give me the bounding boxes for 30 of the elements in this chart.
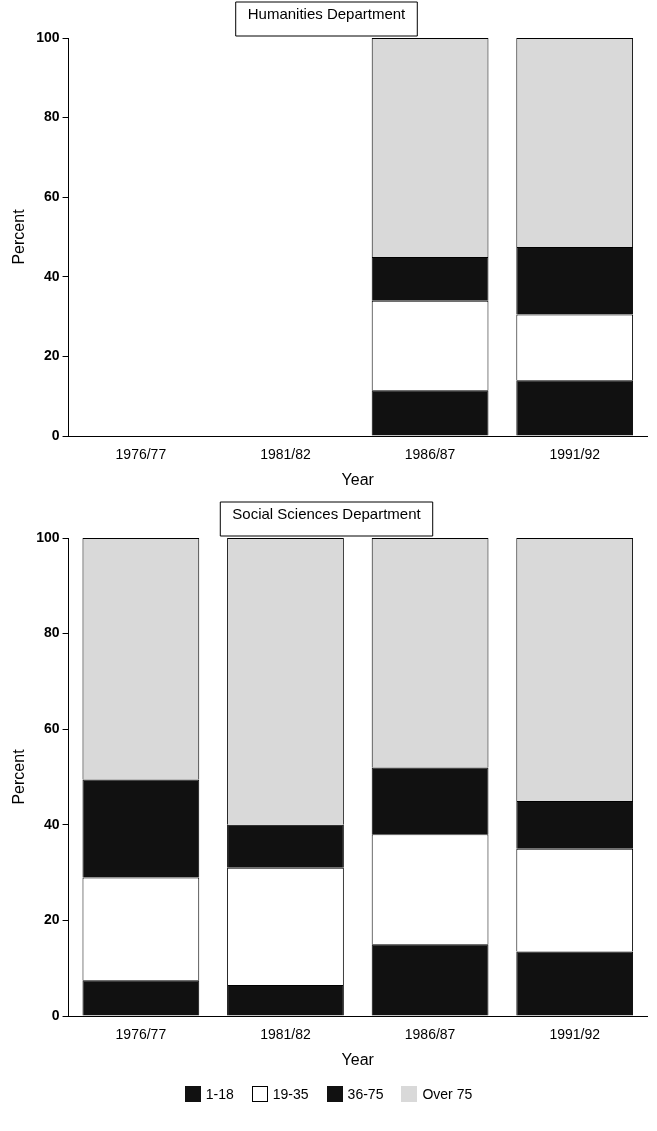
legend-label: 36-75: [347, 1086, 384, 1102]
y-tick-label: 40: [43, 267, 60, 284]
y-tick-label: 20: [43, 911, 60, 928]
chart-title: Humanities Department: [247, 5, 407, 23]
x-tick-label: 1986/87: [404, 446, 456, 463]
y-axis-title: Percent: [10, 208, 28, 265]
x-tick-label: 1976/77: [115, 1026, 167, 1043]
y-tick-label: 80: [43, 624, 60, 641]
x-tick-label: 1991/92: [549, 446, 601, 463]
legend-label: Over 75: [422, 1086, 473, 1102]
y-tick-label: 0: [51, 1006, 60, 1023]
legend-label: 1-18: [205, 1086, 234, 1102]
x-tick-label: 1991/92: [549, 1026, 601, 1043]
x-tick-label: 1986/87: [404, 1026, 456, 1043]
x-tick-label: 1981/82: [260, 446, 311, 463]
y-tick-label: 100: [36, 28, 60, 45]
y-tick-label: 20: [43, 347, 60, 364]
x-axis-title: Year: [341, 1050, 375, 1068]
x-tick-label: 1976/77: [115, 446, 167, 463]
y-tick-label: 60: [43, 720, 60, 737]
legend-label: 19-35: [272, 1086, 309, 1102]
y-tick-label: 40: [43, 815, 60, 832]
chart-title: Social Sciences Department: [232, 505, 422, 523]
y-axis-title: Percent: [10, 748, 28, 805]
x-tick-label: 1981/82: [260, 1026, 311, 1043]
y-tick-label: 100: [36, 528, 60, 545]
y-tick-label: 0: [51, 426, 60, 443]
y-tick-label: 60: [43, 188, 60, 205]
x-axis-title: Year: [341, 470, 375, 488]
y-tick-label: 80: [43, 108, 60, 125]
